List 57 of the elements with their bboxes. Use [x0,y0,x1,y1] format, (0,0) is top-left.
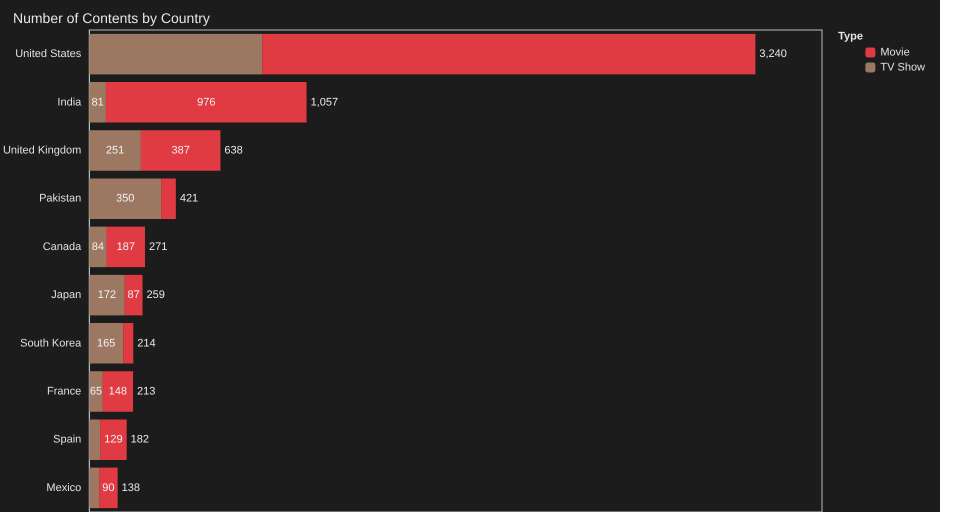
y-tick-label: France [47,386,82,398]
bar [89,178,162,219]
data-label: 387 [171,144,190,156]
data-label: 251 [106,144,124,156]
data-label: 90 [102,482,115,494]
bar [100,419,127,460]
bar [89,34,262,74]
bar [161,178,176,219]
data-label: 129 [104,434,123,446]
total-label: 421 [180,192,198,205]
legend-title: Type [838,30,863,42]
total-label: 3,240 [759,48,787,60]
data-label: 976 [197,96,216,108]
bar [102,371,134,412]
y-tick-label: Mexico [46,482,82,494]
bar [89,323,124,364]
total-label: 638 [224,144,243,156]
y-tick-label: Canada [42,240,82,253]
data-label: 87 [127,289,140,302]
data-label: 84 [92,240,104,253]
bar [140,130,220,171]
y-tick-label: United Kingdom [2,144,82,156]
total-label: 259 [146,289,165,302]
bar [89,468,100,508]
bar [99,468,118,508]
bar [123,323,134,364]
bar [89,226,107,268]
bar [89,274,125,316]
bar [106,82,307,123]
legend-label: TV Show [880,62,926,74]
total-label: 1,057 [310,96,338,108]
total-label: 182 [130,434,150,446]
total-label: 213 [137,386,156,398]
data-label: 187 [116,240,135,253]
total-label: 214 [137,337,156,350]
chart-title: Number of Contents by Country [13,10,210,26]
bar [89,82,106,123]
bar [89,130,141,171]
bar [124,274,143,316]
bar [262,34,756,74]
data-label: 172 [98,289,116,302]
y-tick-label: India [57,96,82,108]
data-label: 81 [91,96,104,108]
data-label: 165 [97,337,116,350]
data-label: 65 [90,386,102,398]
legend-label: Movie [880,46,910,58]
bar [106,226,145,268]
total-label: 138 [122,482,140,494]
y-tick-label: United States [15,48,82,60]
y-tick-label: Spain [53,434,82,446]
y-tick-label: Japan [51,289,82,302]
total-label: 271 [148,240,168,253]
data-label: 350 [116,192,134,205]
data-label: 148 [108,386,128,398]
y-tick-label: Pakistan [39,192,82,205]
bar [89,419,100,460]
y-tick-label: South Korea [20,337,82,350]
